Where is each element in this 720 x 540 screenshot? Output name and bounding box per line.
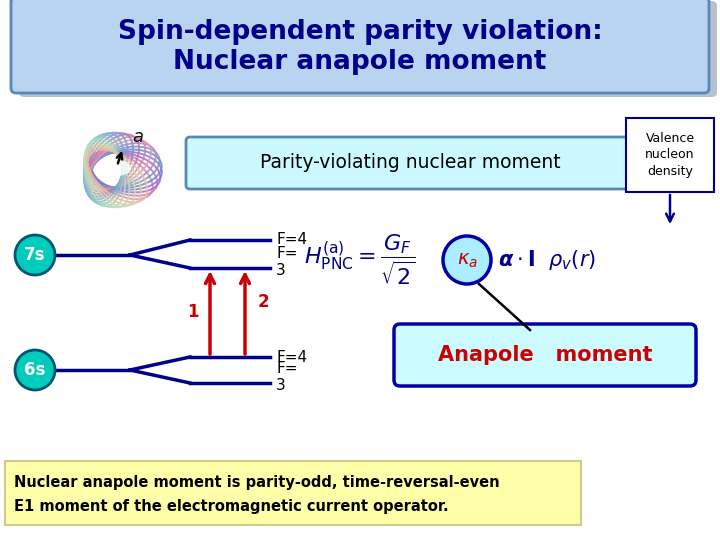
- Text: 2: 2: [258, 293, 269, 311]
- Circle shape: [15, 235, 55, 275]
- Text: F=4: F=4: [276, 233, 307, 247]
- FancyBboxPatch shape: [626, 118, 714, 192]
- Text: E1 moment of the electromagnetic current operator.: E1 moment of the electromagnetic current…: [14, 498, 449, 514]
- Circle shape: [443, 236, 491, 284]
- FancyBboxPatch shape: [5, 461, 581, 525]
- Text: Anapole   moment: Anapole moment: [438, 345, 652, 365]
- Text: Valence
nucleon
density: Valence nucleon density: [645, 132, 695, 179]
- Text: Nuclear anapole moment: Nuclear anapole moment: [174, 49, 546, 75]
- FancyBboxPatch shape: [394, 324, 696, 386]
- Text: Nuclear anapole moment is parity-odd, time-reversal-even: Nuclear anapole moment is parity-odd, ti…: [14, 476, 500, 490]
- Text: $H_{\mathrm{PNC}}^{(\mathrm{a})} = \dfrac{G_F}{\sqrt{2}}$: $H_{\mathrm{PNC}}^{(\mathrm{a})} = \dfra…: [305, 233, 415, 287]
- Text: Spin-dependent parity violation:: Spin-dependent parity violation:: [117, 19, 603, 45]
- Text: 6s: 6s: [24, 361, 45, 379]
- FancyBboxPatch shape: [11, 0, 709, 93]
- Text: $\boldsymbol{\alpha}\cdot\mathbf{I}\ \ \rho_v(r)$: $\boldsymbol{\alpha}\cdot\mathbf{I}\ \ \…: [498, 248, 596, 272]
- Text: 7s: 7s: [24, 246, 46, 264]
- Text: $a$: $a$: [132, 128, 144, 146]
- Text: 1: 1: [187, 303, 199, 321]
- Ellipse shape: [103, 160, 131, 176]
- Text: $\kappa_a$: $\kappa_a$: [456, 251, 477, 269]
- FancyBboxPatch shape: [186, 137, 634, 189]
- Text: F=
3: F= 3: [276, 361, 297, 393]
- Text: F=4: F=4: [276, 349, 307, 364]
- Text: Parity-violating nuclear moment: Parity-violating nuclear moment: [260, 152, 560, 172]
- Text: F=
3: F= 3: [276, 246, 297, 278]
- Circle shape: [15, 350, 55, 390]
- FancyBboxPatch shape: [19, 1, 717, 97]
